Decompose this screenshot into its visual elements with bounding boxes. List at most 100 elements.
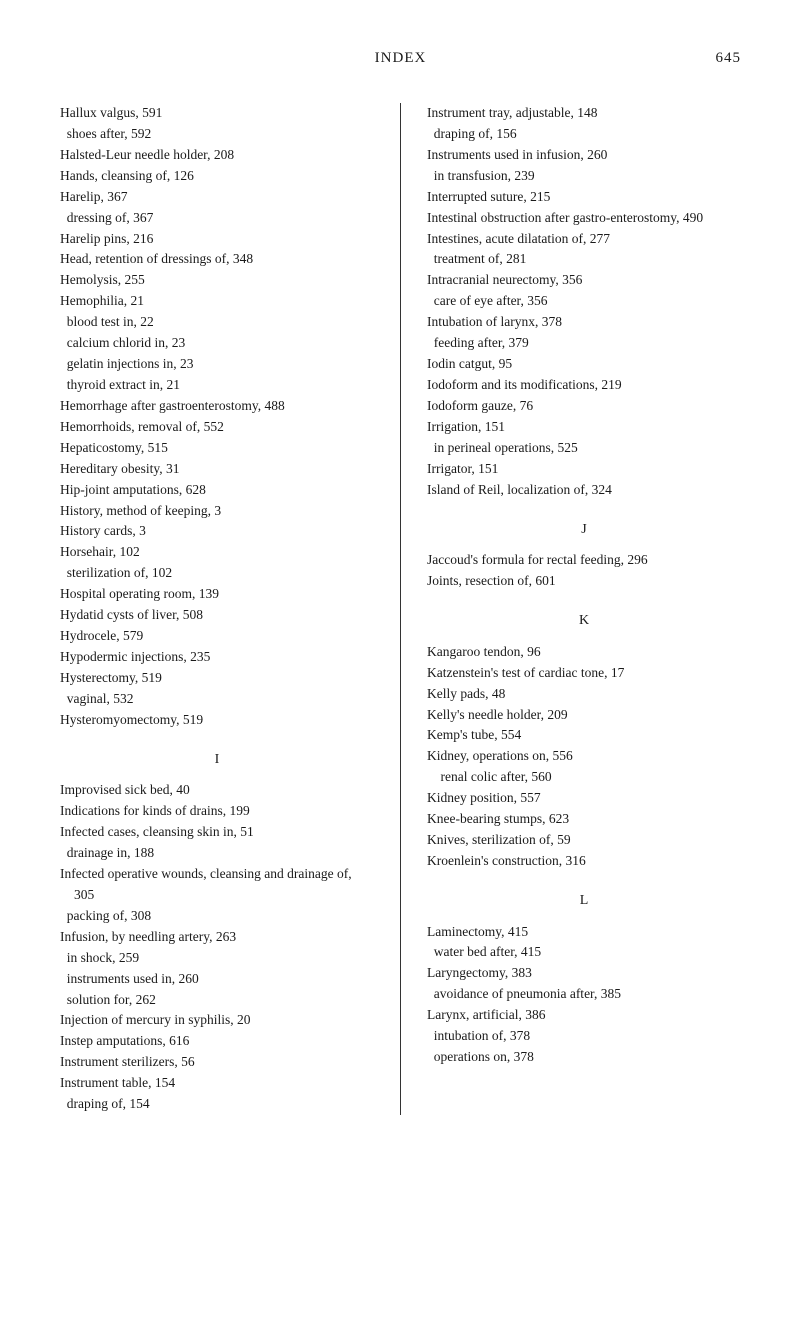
index-entry: avoidance of pneumonia after, 385: [427, 984, 741, 1005]
index-entry: Island of Reil, localization of, 324: [427, 480, 741, 501]
index-entry: water bed after, 415: [427, 942, 741, 963]
index-entry: Irrigator, 151: [427, 459, 741, 480]
index-entry: Jaccoud's formula for rectal feeding, 29…: [427, 550, 741, 571]
index-entry: Kidney position, 557: [427, 788, 741, 809]
index-entry: Instep amputations, 616: [60, 1031, 374, 1052]
index-entry: feeding after, 379: [427, 333, 741, 354]
index-entry: Hereditary obesity, 31: [60, 459, 374, 480]
right-block4: Laminectomy, 415 water bed after, 415Lar…: [427, 922, 741, 1068]
index-entry: Instrument table, 154: [60, 1073, 374, 1094]
index-entry: Knives, sterilization of, 59: [427, 830, 741, 851]
index-entry: dressing of, 367: [60, 208, 374, 229]
index-entry: Hysteromyomectomy, 519: [60, 710, 374, 731]
index-entry: in perineal operations, 525: [427, 438, 741, 459]
right-column: Instrument tray, adjustable, 148 draping…: [427, 103, 741, 1115]
index-entry: Hemorrhoids, removal of, 552: [60, 417, 374, 438]
index-entry: Infected operative wounds, cleansing and…: [60, 864, 374, 906]
left-block2: Improvised sick bed, 40Indications for k…: [60, 780, 374, 1115]
right-block3: Kangaroo tendon, 96Katzenstein's test of…: [427, 642, 741, 872]
index-entry: Instrument tray, adjustable, 148: [427, 103, 741, 124]
index-entry: History cards, 3: [60, 521, 374, 542]
index-entry: Kelly pads, 48: [427, 684, 741, 705]
index-entry: Kangaroo tendon, 96: [427, 642, 741, 663]
index-entry: Interrupted suture, 215: [427, 187, 741, 208]
index-entry: Hallux valgus, 591: [60, 103, 374, 124]
index-entry: Hospital operating room, 139: [60, 584, 374, 605]
index-entry: Hands, cleansing of, 126: [60, 166, 374, 187]
index-entry: Injection of mercury in syphilis, 20: [60, 1010, 374, 1031]
index-entry: Hypodermic injections, 235: [60, 647, 374, 668]
index-entry: Hip-joint amputations, 628: [60, 480, 374, 501]
index-entry: Hydrocele, 579: [60, 626, 374, 647]
section-letter-j: J: [427, 519, 741, 541]
index-entry: intubation of, 378: [427, 1026, 741, 1047]
section-letter-k: K: [427, 610, 741, 632]
index-entry: Instruments used in infusion, 260: [427, 145, 741, 166]
index-entry: Harelip pins, 216: [60, 229, 374, 250]
index-entry: Infected cases, cleansing skin in, 51: [60, 822, 374, 843]
index-entry: gelatin injections in, 23: [60, 354, 374, 375]
index-entry: Irrigation, 151: [427, 417, 741, 438]
index-entry: Halsted-Leur needle holder, 208: [60, 145, 374, 166]
header-title: INDEX: [375, 50, 427, 67]
index-entry: draping of, 154: [60, 1094, 374, 1115]
index-entry: blood test in, 22: [60, 312, 374, 333]
index-entry: Knee-bearing stumps, 623: [427, 809, 741, 830]
index-entry: renal colic after, 560: [427, 767, 741, 788]
index-entry: Intestinal obstruction after gastro-ente…: [427, 208, 741, 229]
index-entry: Iodin catgut, 95: [427, 354, 741, 375]
index-entry: vaginal, 532: [60, 689, 374, 710]
index-entry: Hemorrhage after gastroenterostomy, 488: [60, 396, 374, 417]
index-entry: shoes after, 592: [60, 124, 374, 145]
index-entry: Iodoform gauze, 76: [427, 396, 741, 417]
index-entry: in shock, 259: [60, 948, 374, 969]
index-entry: packing of, 308: [60, 906, 374, 927]
index-entry: Instrument sterilizers, 56: [60, 1052, 374, 1073]
index-entry: operations on, 378: [427, 1047, 741, 1068]
index-entry: Larynx, artificial, 386: [427, 1005, 741, 1026]
index-entry: drainage in, 188: [60, 843, 374, 864]
index-entry: Laminectomy, 415: [427, 922, 741, 943]
index-entry: instruments used in, 260: [60, 969, 374, 990]
section-letter-l: L: [427, 890, 741, 912]
index-entry: Kemp's tube, 554: [427, 725, 741, 746]
section-letter-i: I: [60, 749, 374, 771]
right-block2: Jaccoud's formula for rectal feeding, 29…: [427, 550, 741, 592]
index-entry: Intubation of larynx, 378: [427, 312, 741, 333]
index-entry: Intracranial neurectomy, 356: [427, 270, 741, 291]
index-entry: care of eye after, 356: [427, 291, 741, 312]
index-entry: thyroid extract in, 21: [60, 375, 374, 396]
index-entry: Harelip, 367: [60, 187, 374, 208]
index-entry: Kidney, operations on, 556: [427, 746, 741, 767]
right-block1: Instrument tray, adjustable, 148 draping…: [427, 103, 741, 501]
index-entry: in transfusion, 239: [427, 166, 741, 187]
index-entry: calcium chlorid in, 23: [60, 333, 374, 354]
index-entry: Improvised sick bed, 40: [60, 780, 374, 801]
index-entry: Infusion, by needling artery, 263: [60, 927, 374, 948]
index-entry: History, method of keeping, 3: [60, 501, 374, 522]
index-columns: Hallux valgus, 591 shoes after, 592Halst…: [60, 103, 741, 1115]
index-entry: Laryngectomy, 383: [427, 963, 741, 984]
page-header: INDEX 645: [60, 50, 741, 67]
index-entry: Iodoform and its modifications, 219: [427, 375, 741, 396]
index-entry: Hysterectomy, 519: [60, 668, 374, 689]
index-entry: Joints, resection of, 601: [427, 571, 741, 592]
index-entry: Hepaticostomy, 515: [60, 438, 374, 459]
index-entry: treatment of, 281: [427, 249, 741, 270]
index-entry: solution for, 262: [60, 990, 374, 1011]
index-entry: Katzenstein's test of cardiac tone, 17: [427, 663, 741, 684]
index-entry: draping of, 156: [427, 124, 741, 145]
index-entry: Intestines, acute dilatation of, 277: [427, 229, 741, 250]
index-entry: Horsehair, 102: [60, 542, 374, 563]
index-entry: sterilization of, 102: [60, 563, 374, 584]
index-entry: Indications for kinds of drains, 199: [60, 801, 374, 822]
index-entry: Hemolysis, 255: [60, 270, 374, 291]
left-block1: Hallux valgus, 591 shoes after, 592Halst…: [60, 103, 374, 731]
page-number: 645: [716, 50, 742, 67]
index-entry: Kelly's needle holder, 209: [427, 705, 741, 726]
index-entry: Head, retention of dressings of, 348: [60, 249, 374, 270]
index-entry: Kroenlein's construction, 316: [427, 851, 741, 872]
index-entry: Hydatid cysts of liver, 508: [60, 605, 374, 626]
column-divider: [400, 103, 401, 1115]
index-entry: Hemophilia, 21: [60, 291, 374, 312]
